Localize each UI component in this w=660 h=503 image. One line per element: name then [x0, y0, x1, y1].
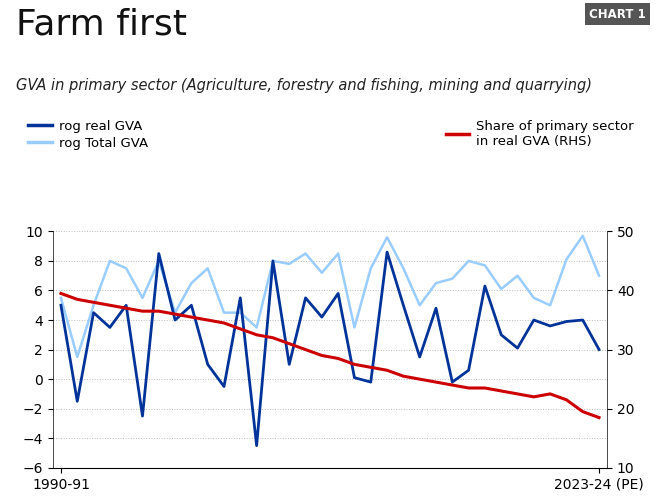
Text: GVA in primary sector (Agriculture, forestry and fishing, mining and quarrying): GVA in primary sector (Agriculture, fore… [16, 78, 593, 93]
Text: CHART 1: CHART 1 [589, 8, 645, 21]
Legend: Share of primary sector
in real GVA (RHS): Share of primary sector in real GVA (RHS… [440, 115, 639, 153]
Text: Farm first: Farm first [16, 8, 187, 42]
